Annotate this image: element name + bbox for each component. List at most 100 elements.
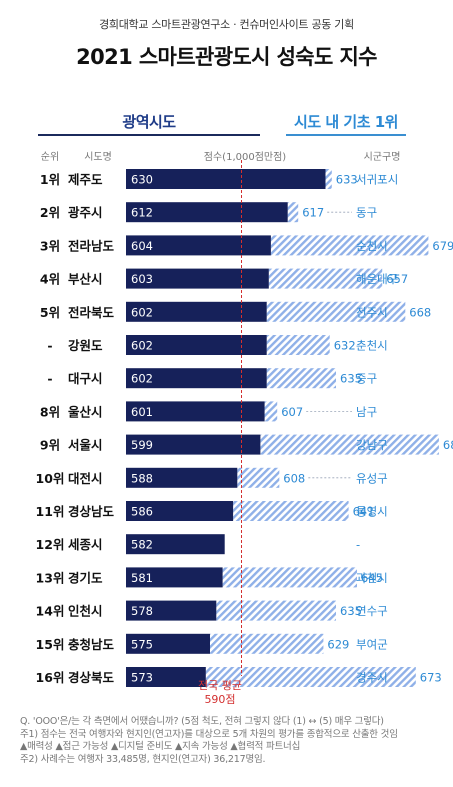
province-score-label: 601 (131, 405, 153, 419)
chart-row: 14위 인천시 635 578 연수구 (36, 600, 388, 621)
district-bar (287, 202, 299, 223)
rank-label: 12위 (36, 537, 65, 552)
province-score-label: 603 (131, 272, 153, 286)
organizer-line: 경희대학교 스마트관광연구소 · 컨슈머인사이트 공동 기획 (99, 18, 354, 31)
chart-row: 1위 제주도 633 630 서귀포시 (40, 169, 398, 189)
city-label: 경상남도 (68, 504, 115, 519)
province-score-label: 630 (131, 173, 153, 187)
district-score-label: 617 (302, 206, 324, 220)
province-score-label: 602 (131, 305, 153, 319)
bar-chart: 1위 제주도 633 630 서귀포시 2위 광주시 617 612 동구 3위 전라남도 679 604… (36, 160, 453, 687)
column-header-rank: 순위 (40, 152, 60, 163)
section-rule-right (286, 134, 406, 136)
city-label: 서울시 (68, 438, 103, 453)
chart-row: 11위 경상남도 641 586 통영시 (36, 501, 388, 521)
district-bar (266, 335, 330, 355)
district-name-label: 유성구 (356, 471, 388, 485)
city-label: 대전시 (68, 471, 103, 486)
city-label: 강원도 (68, 338, 103, 353)
footnote-dimensions: ▲매력성 ▲접근 가능성 ▲디지털 준비도 ▲지속 가능성 ▲협력적 파트너십 (20, 741, 301, 752)
district-score-label: 633 (336, 173, 358, 187)
rank-label: 3위 (40, 238, 60, 253)
city-label: 전라남도 (68, 238, 115, 253)
province-bar (126, 534, 225, 555)
province-bar (126, 235, 271, 256)
district-bar (216, 600, 336, 621)
chart-row: 8위 울산시 607 601 남구 (40, 401, 377, 422)
city-label: 부산시 (68, 272, 103, 287)
district-bar (325, 169, 332, 189)
province-bar (126, 268, 269, 289)
province-bar (126, 169, 326, 189)
footnote-2: 주2) 사례수는 여행자 33,485명, 현지인(연고자) 36,217명임. (20, 753, 266, 765)
rank-label: 16위 (36, 670, 65, 685)
district-name-label: 과천시 (356, 571, 388, 585)
province-score-label: 578 (131, 604, 153, 618)
city-label: 세종시 (68, 537, 103, 552)
province-bar (126, 202, 288, 223)
district-name-label: 강남구 (356, 438, 388, 452)
district-name-label: 해운대구 (356, 272, 398, 286)
province-score-label: 575 (131, 637, 153, 651)
district-name-label: 춘천시 (356, 339, 388, 353)
district-score-label: 635 (340, 604, 362, 618)
district-score-label: 629 (327, 637, 349, 651)
city-label: 경상북도 (68, 670, 115, 685)
chart-row: - 강원도 632 602 춘천시 (47, 335, 388, 355)
district-bar (270, 235, 429, 256)
province-bar (126, 335, 267, 355)
rank-label: 14위 (36, 604, 65, 619)
chart-row: 4위 부산시 657 603 해운대구 (40, 268, 408, 289)
column-header-city: 시도명 (84, 152, 112, 163)
district-name-label: 동구 (356, 206, 377, 220)
district-score-label: 607 (281, 405, 303, 419)
district-name-label: 중구 (356, 372, 377, 386)
chart-row: 13위 경기도 645 581 과천시 (36, 567, 388, 588)
district-score-label: 684 (443, 438, 453, 452)
rank-label: 15위 (36, 637, 65, 652)
city-label: 제주도 (68, 172, 103, 187)
chart-row: 16위 경상북도 673 573 경주시 (36, 667, 442, 687)
rank-label: 5위 (40, 305, 60, 320)
footnote-1: 주1) 점수는 전국 여행자와 현지인(연고자)를 대상으로 5개 차원의 평가… (20, 728, 398, 740)
district-bar (222, 567, 357, 588)
national-average-label: 전국 평균 590점 (180, 679, 260, 707)
province-bar (126, 434, 261, 455)
district-bar (264, 401, 278, 422)
section-header-province: 광역시도 (122, 113, 176, 131)
chart-row: 2위 광주시 617 612 동구 (40, 202, 377, 223)
province-score-label: 602 (131, 372, 153, 386)
province-score-label: 604 (131, 239, 153, 253)
city-label: 전라북도 (68, 305, 115, 320)
chart-row: 10위 대전시 608 588 유성구 (36, 467, 388, 488)
province-score-label: 602 (131, 339, 153, 353)
district-bar (266, 368, 336, 389)
province-bar (126, 633, 210, 654)
province-score-label: 582 (131, 538, 153, 552)
province-score-label: 581 (131, 571, 153, 585)
rank-label: - (47, 338, 52, 353)
district-score-label: 645 (361, 571, 383, 585)
city-label: 대구시 (68, 371, 103, 386)
rank-label: 11위 (36, 504, 65, 519)
district-name-label: 경주시 (356, 671, 388, 685)
district-score-label: 673 (420, 671, 442, 685)
district-name-label: 남구 (356, 405, 377, 419)
district-score-label: 679 (432, 239, 453, 253)
province-bar (126, 467, 238, 488)
province-bar (126, 368, 267, 389)
rank-label: 8위 (40, 404, 60, 419)
city-label: 충청남도 (68, 637, 115, 652)
rank-label: 9위 (40, 438, 60, 453)
chart-row: 5위 전라북도 668 602 전주시 (40, 301, 431, 322)
national-average-value: 590점 (204, 693, 236, 706)
rank-label: 2위 (40, 205, 60, 220)
chart-row: 12위 세종시 582 - (36, 534, 360, 555)
district-score-label: 632 (334, 339, 356, 353)
city-label: 경기도 (68, 570, 103, 585)
district-name-label: 서귀포시 (356, 173, 398, 187)
province-bar (126, 301, 267, 322)
province-bar (126, 567, 223, 588)
province-bar (126, 667, 206, 687)
